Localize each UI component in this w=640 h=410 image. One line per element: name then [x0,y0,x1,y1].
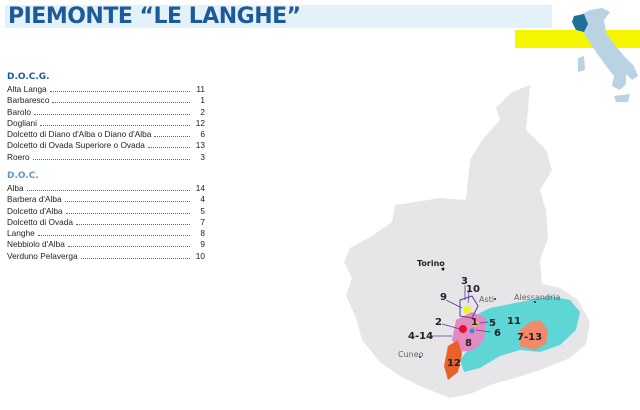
label-12: 12 [447,358,461,369]
label-6: 6 [494,328,501,339]
label-1: 1 [471,317,478,328]
list-item: Barbera d'Alba 4 [7,194,205,205]
area-9-nebbiolo [463,306,471,314]
area-roero [459,295,479,319]
map-number: 8 [200,228,205,239]
list-item: Nebbiolo d'Alba 9 [7,239,205,250]
wine-name: Dolcetto di Ovada [7,216,73,227]
list-item: Dogliani 12 [7,118,205,129]
dot-leader [80,251,190,259]
wine-name: Dolcetto d'Alba [7,205,63,216]
wine-name: Alta Langa [7,84,47,94]
map-number: 1 [200,95,205,106]
area-12-dogliani [444,340,462,380]
list-item: Dolcetto di Ovada 7 [7,217,205,228]
map-number: 11 [196,84,205,94]
list-item: Barolo 2 [7,107,205,118]
list-item: Dolcetto di Ovada Superiore o Ovada 13 [7,140,205,151]
label-9: 9 [440,292,447,303]
wine-name: Verduno Pelaverga [7,250,78,261]
map-number: 2 [200,106,205,117]
label-10: 10 [466,284,480,295]
map-number: 3 [200,151,205,162]
list-item: Dolcetto di Diano d'Alba o Diano d'Alba 6 [7,129,205,140]
city-cuneo: Cuneo [398,350,424,359]
dot-leader [154,129,190,138]
label-2: 2 [435,317,442,328]
label-7-13: 7-13 [517,332,542,343]
wine-name: Roero [7,151,30,162]
city-asti: Asti [479,295,494,304]
dot-leader [75,217,190,225]
wine-name: Nebbiolo d'Alba [7,239,65,250]
dot-leader [39,118,190,126]
dot-leader [67,239,190,248]
wine-name: Barbera d'Alba [7,194,62,205]
map-number: 14 [195,183,205,193]
city-alessandria: Alessandria [514,293,561,302]
dot-leader [32,152,190,160]
dot-leader [65,206,190,214]
italy-inset-map [578,8,638,102]
wine-name: Dogliani [7,117,37,128]
map-number: 13 [195,140,205,151]
list-item: Dolcetto d'Alba 5 [7,206,205,217]
docg-list: D.O.C.G. Alta Langa 11 Barbaresco 1 Barolo 2 D… [7,72,205,163]
label-5: 5 [489,318,496,329]
city-torino: Torino [417,259,445,268]
list-item: Roero 3 [7,152,205,163]
map-number: 5 [200,205,205,216]
area-1-barbaresco [472,321,478,327]
doc-list: D.O.C. Alba 14 Barbera d'Alba 4 Dolcetto d'A… [7,171,205,262]
dot-leader [147,140,190,149]
doc-heading: D.O.C. [7,171,39,181]
wine-name: Barolo [7,106,31,117]
list-item: Verduno Pelaverga 10 [7,251,205,262]
label-8: 8 [465,338,472,349]
area-6-diano [469,328,475,334]
list-item: Alta Langa 11 [7,84,205,95]
title-band [5,5,552,28]
list-item: Alba 14 [7,183,205,194]
wine-name: Barbaresco [7,95,50,106]
dot-leader [33,107,190,115]
map-number: 10 [195,250,205,261]
map-number: 12 [195,117,205,128]
wine-name: Langhe [7,228,35,239]
label-3: 3 [461,276,468,287]
docg-heading: D.O.C.G. [7,72,50,82]
map-number: 7 [200,216,205,227]
wine-name: Dolcetto di Ovada Superiore o Ovada [7,140,145,151]
piemonte-inset [572,14,588,32]
list-item: Langhe 8 [7,228,205,239]
list-item: Barbaresco 1 [7,95,205,106]
map-number: 6 [200,129,205,140]
area-2-barolo [459,325,467,333]
label-11: 11 [507,316,521,327]
dot-leader [49,84,190,92]
page-title: PIEMONTE “LE LANGHE” [8,4,301,29]
map-number: 9 [200,239,205,250]
label-4-14: 4-14 [408,331,433,342]
dot-leader [37,228,190,237]
leader-lines [430,285,491,337]
dot-leader [52,95,190,104]
wine-name: Alba [7,183,24,193]
area-8-langhe [452,312,486,352]
map-number: 4 [200,194,205,205]
wine-name: Dolcetto di Diano d'Alba o Diano d'Alba [7,129,152,140]
area-7-13-ovada [520,320,548,350]
dot-leader [64,194,190,203]
dot-leader [26,183,190,191]
